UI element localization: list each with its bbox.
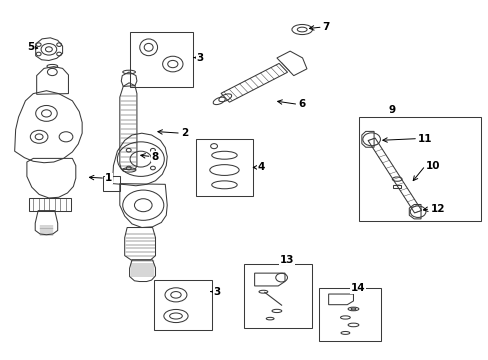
Text: 4: 4 — [257, 162, 264, 172]
Text: 3: 3 — [196, 53, 203, 63]
Bar — [392, 185, 400, 188]
Bar — [244, 264, 311, 328]
Text: 9: 9 — [388, 105, 395, 115]
Text: 10: 10 — [425, 161, 439, 171]
Bar — [359, 117, 480, 221]
Bar — [129, 32, 193, 87]
Text: 6: 6 — [298, 99, 305, 109]
Text: 8: 8 — [151, 152, 159, 162]
Text: 3: 3 — [213, 287, 221, 297]
Text: 13: 13 — [279, 255, 294, 265]
Text: 14: 14 — [350, 283, 365, 293]
Bar — [195, 139, 253, 196]
Text: 11: 11 — [417, 134, 432, 144]
Text: 7: 7 — [322, 22, 329, 32]
Text: 12: 12 — [429, 204, 444, 214]
Text: 5: 5 — [27, 42, 34, 52]
Text: 1: 1 — [105, 173, 112, 183]
Text: 2: 2 — [181, 128, 188, 138]
Bar — [154, 280, 211, 330]
Bar — [319, 288, 381, 341]
